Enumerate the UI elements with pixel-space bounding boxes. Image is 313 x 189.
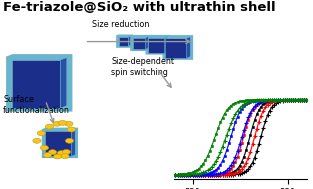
- Text: Size reduction: Size reduction: [92, 20, 150, 29]
- Circle shape: [44, 153, 52, 157]
- Circle shape: [62, 149, 70, 154]
- Circle shape: [61, 154, 69, 159]
- Text: Surface
functionalization: Surface functionalization: [3, 94, 70, 115]
- Circle shape: [33, 138, 41, 143]
- Text: Size-dependent
spin switching: Size-dependent spin switching: [111, 57, 174, 77]
- Circle shape: [65, 138, 74, 143]
- Circle shape: [53, 121, 61, 126]
- Text: Fe-triazole@SiO₂ with ultrathin shell: Fe-triazole@SiO₂ with ultrathin shell: [3, 1, 276, 14]
- Circle shape: [37, 131, 45, 136]
- Circle shape: [59, 120, 67, 125]
- Circle shape: [45, 124, 54, 129]
- Circle shape: [57, 151, 65, 156]
- Circle shape: [49, 150, 57, 155]
- Circle shape: [54, 154, 62, 159]
- Circle shape: [67, 127, 75, 132]
- Circle shape: [65, 121, 73, 126]
- Circle shape: [40, 145, 49, 150]
